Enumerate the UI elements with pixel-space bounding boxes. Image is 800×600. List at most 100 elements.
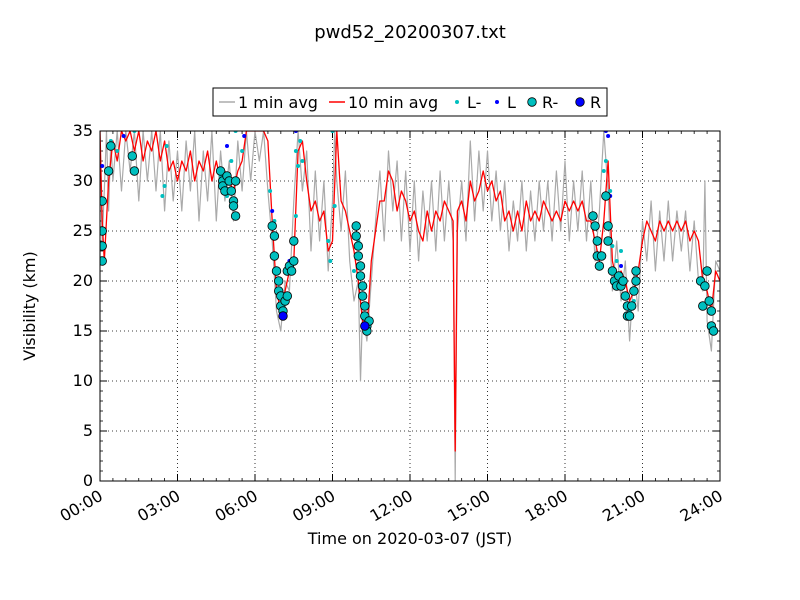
data-point-r — [282, 291, 293, 301]
data-point-l — [229, 159, 234, 163]
data-point-r — [100, 196, 107, 206]
data-point-r — [100, 241, 107, 251]
data-point-l — [121, 134, 126, 138]
x-tick-label: 24:00 — [677, 486, 726, 526]
data-point-l — [268, 189, 273, 193]
data-point-r — [289, 256, 299, 266]
data-point-r — [351, 231, 361, 241]
data-point-r — [228, 201, 239, 211]
x-tick-label: 06:00 — [212, 486, 261, 526]
x-tick-label: 00:00 — [57, 486, 106, 526]
data-point-l — [293, 149, 298, 153]
plot-area — [100, 131, 720, 481]
data-point-r — [708, 326, 719, 336]
data-point-r — [215, 166, 226, 176]
data-point-l — [619, 249, 623, 253]
x-tick-label: 03:00 — [134, 486, 183, 526]
data-point-r — [620, 291, 631, 301]
data-point-r — [100, 226, 107, 236]
chart-title: pwd52_20200307.txt — [314, 22, 506, 43]
data-point-l — [270, 209, 275, 213]
data-point-r — [106, 141, 116, 151]
data-point-r — [100, 256, 107, 266]
data-point-l — [162, 184, 167, 188]
data-point-r — [286, 266, 297, 276]
legend-swatch-marker — [495, 100, 499, 104]
legend-label: R — [590, 93, 601, 112]
x-axis-label: Time on 2020-03-07 (JST) — [307, 529, 512, 548]
x-tick-label: 18:00 — [522, 486, 571, 526]
data-point-l — [100, 164, 105, 168]
plot-frame — [99, 130, 721, 482]
legend-swatch-marker — [575, 97, 585, 107]
y-tick-label: 35 — [73, 121, 93, 140]
data-point-r — [355, 261, 366, 271]
data-point-r — [357, 281, 368, 291]
data-point-r — [706, 306, 717, 316]
y-tick-label: 30 — [73, 171, 93, 190]
data-point-l — [326, 239, 331, 243]
data-point-l — [242, 134, 247, 138]
data-point-r — [271, 266, 282, 276]
data-point-l — [164, 144, 169, 148]
data-point-l — [606, 134, 611, 138]
y-tick-label: 15 — [73, 321, 93, 340]
y-tick-labels: 0 5 10 15 20 25 30 35 — [73, 121, 93, 490]
legend-swatch-marker — [455, 100, 459, 104]
series-r — [278, 311, 370, 331]
data-point-r — [601, 191, 611, 201]
data-point-l — [352, 269, 356, 273]
legend-label: L- — [467, 93, 481, 112]
data-point-r — [631, 266, 641, 276]
data-point-l — [610, 244, 615, 248]
data-point-l — [300, 159, 305, 163]
x-tick-label: 09:00 — [289, 486, 338, 526]
data-point-l — [619, 264, 623, 268]
data-point-r — [360, 321, 370, 331]
y-tick-label: 20 — [73, 271, 93, 290]
data-point-r — [230, 176, 241, 186]
series-layer — [100, 131, 720, 481]
data-point-l — [601, 169, 606, 173]
data-point-r — [596, 251, 607, 261]
series-1-min-avg — [100, 131, 720, 481]
data-point-l — [115, 149, 120, 153]
data-point-r — [353, 241, 364, 251]
data-point-r — [269, 251, 280, 261]
data-point-r — [103, 166, 114, 176]
data-point-l — [293, 214, 298, 218]
data-point-l — [608, 189, 613, 193]
data-point-l — [240, 149, 245, 153]
data-point-r — [700, 281, 710, 291]
data-point-r — [289, 236, 299, 246]
data-point-r — [607, 266, 618, 276]
data-point-r — [353, 251, 364, 261]
legend-box — [212, 87, 608, 117]
y-tick-label: 0 — [83, 471, 93, 490]
data-point-l — [160, 194, 165, 198]
data-point-r — [351, 221, 361, 231]
series-r — [100, 141, 719, 336]
legend-label: 1 min avg — [238, 93, 318, 112]
y-tick-label: 10 — [73, 371, 93, 390]
y-tick-label: 5 — [83, 421, 93, 440]
data-point-r — [594, 261, 605, 271]
data-point-r — [278, 311, 288, 321]
x-tick-label: 12:00 — [367, 486, 416, 526]
data-point-l — [614, 259, 619, 263]
data-point-r — [588, 211, 598, 221]
data-point-l — [328, 259, 333, 263]
data-point-l — [296, 164, 301, 168]
data-point-r — [704, 296, 714, 306]
plot-clip — [100, 131, 720, 481]
data-point-r — [274, 276, 284, 286]
data-point-r — [129, 166, 140, 176]
data-point-r — [357, 291, 368, 301]
data-point-r — [267, 221, 277, 231]
data-point-r — [230, 211, 241, 221]
data-point-r — [592, 236, 603, 246]
data-point-r — [624, 311, 635, 321]
data-point-r — [226, 186, 237, 196]
data-point-l — [298, 139, 303, 143]
data-point-r — [355, 271, 366, 281]
